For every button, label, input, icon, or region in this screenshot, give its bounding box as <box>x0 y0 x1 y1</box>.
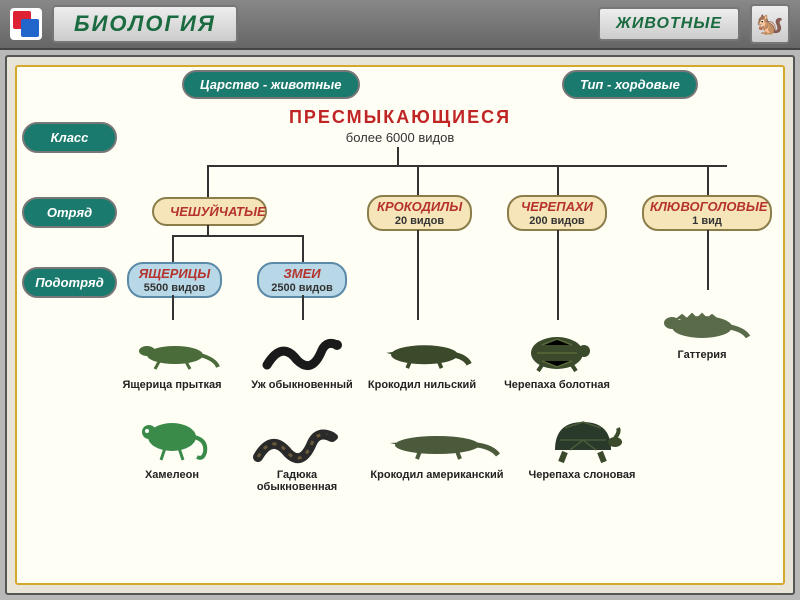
line <box>417 165 419 197</box>
suborder-label: Подотряд <box>22 267 117 298</box>
reptiles-count: более 6000 видов <box>250 130 550 145</box>
line <box>302 235 304 263</box>
order-count: 200 видов <box>517 215 597 227</box>
animal-card: Крокодил нильский <box>362 322 482 391</box>
line <box>207 165 209 197</box>
header: БИОЛОГИЯ ЖИВОТНЫЕ 🐿️ <box>0 0 800 50</box>
logo-icon <box>10 8 42 40</box>
line <box>172 235 302 237</box>
kingdom-pill: Царство - животные <box>182 70 360 99</box>
order-count: 20 видов <box>377 215 462 227</box>
main-panel: Царство - животные Тип - хордовые Класс … <box>5 55 795 595</box>
line <box>707 165 709 197</box>
line <box>557 165 559 197</box>
class-title: ПРЕСМЫКАЮЩИЕСЯ более 6000 видов <box>250 107 550 145</box>
animal-label: Крокодил нильский <box>362 379 482 391</box>
viper-icon <box>247 412 347 467</box>
animal-label: Крокодил американский <box>367 469 507 481</box>
animal-card: Гаттерия <box>642 292 762 361</box>
line <box>172 235 174 263</box>
order-croc: КРОКОДИЛЫ20 видов <box>367 195 472 231</box>
squirrel-icon[interactable]: 🐿️ <box>750 4 790 44</box>
app-title: БИОЛОГИЯ <box>52 5 238 43</box>
animal-label: Хамелеон <box>112 469 232 481</box>
line <box>172 295 174 320</box>
order-name: ЧЕШУЙЧАТЫЕ <box>170 204 266 219</box>
suborder-count: 2500 видов <box>265 282 339 294</box>
order-rhynch: КЛЮВОГОЛОВЫЕ1 вид <box>642 195 772 231</box>
order-name: ЧЕРЕПАХИ <box>521 199 593 214</box>
order-squamata: ЧЕШУЙЧАТЫЕ <box>152 197 267 226</box>
turtle-icon <box>507 322 607 377</box>
line <box>417 230 419 320</box>
phylum-pill: Тип - хордовые <box>562 70 698 99</box>
suborder-liz: ЯЩЕРИЦЫ5500 видов <box>127 262 222 298</box>
order-turt: ЧЕРЕПАХИ200 видов <box>507 195 607 231</box>
diagram-area: Царство - животные Тип - хордовые Класс … <box>15 65 785 585</box>
order-name: КЛЮВОГОЛОВЫЕ <box>650 199 768 214</box>
order-label: Отряд <box>22 197 117 228</box>
suborder-name: ЗМЕИ <box>283 266 320 281</box>
animal-card: Уж обыкновенный <box>242 322 362 391</box>
animals-button[interactable]: ЖИВОТНЫЕ <box>598 7 740 41</box>
line <box>207 165 727 167</box>
suborder-snk: ЗМЕИ2500 видов <box>257 262 347 298</box>
snake-icon <box>252 322 352 377</box>
order-count: 1 вид <box>650 215 764 227</box>
class-label: Класс <box>22 122 117 153</box>
animal-card: Крокодил американский <box>367 412 507 481</box>
alligator-icon <box>372 412 502 467</box>
animal-card: Ящерица прыткая <box>112 322 232 391</box>
chameleon-icon <box>122 412 222 467</box>
animal-label: Уж обыкновенный <box>242 379 362 391</box>
lizard-icon <box>122 322 222 377</box>
line <box>207 225 209 235</box>
animal-label: Черепаха болотная <box>497 379 617 391</box>
animal-label: Гадюка обыкновенная <box>237 469 357 493</box>
animal-card: Черепаха болотная <box>497 322 617 391</box>
animal-label: Ящерица прыткая <box>112 379 232 391</box>
tuatara-icon <box>652 292 752 347</box>
animal-card: Хамелеон <box>112 412 232 481</box>
line <box>302 295 304 320</box>
animal-label: Гаттерия <box>642 349 762 361</box>
line <box>397 147 399 165</box>
animal-label: Черепаха слоновая <box>522 469 642 481</box>
suborder-count: 5500 видов <box>135 282 214 294</box>
line <box>707 230 709 290</box>
animal-card: Черепаха слоновая <box>522 412 642 481</box>
animal-card: Гадюка обыкновенная <box>237 412 357 493</box>
order-name: КРОКОДИЛЫ <box>377 199 462 214</box>
crocodile-icon <box>372 322 472 377</box>
suborder-name: ЯЩЕРИЦЫ <box>139 266 211 281</box>
reptiles-title: ПРЕСМЫКАЮЩИЕСЯ <box>250 107 550 128</box>
tortoise-icon <box>532 412 632 467</box>
line <box>557 230 559 320</box>
